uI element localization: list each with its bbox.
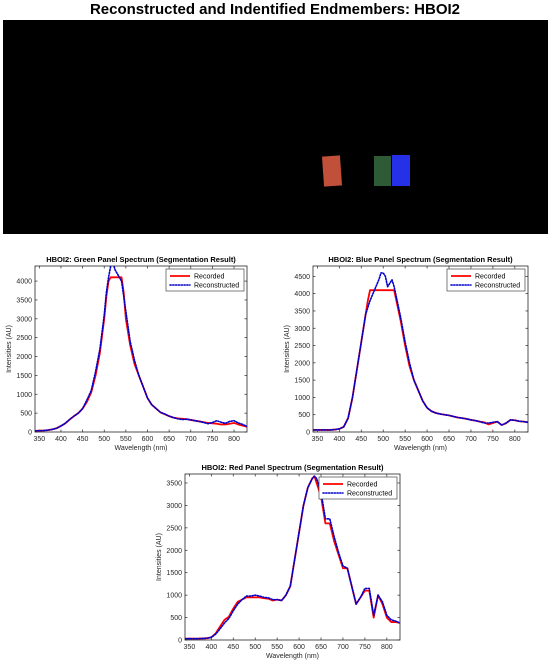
blue-chart-x-tick-label: 800: [509, 436, 521, 443]
blue-chart-y-tick-label: 1000: [294, 395, 310, 402]
blue-chart-y-tick-label: 3500: [294, 308, 310, 315]
green-chart-x-tick-label: 400: [55, 436, 67, 443]
blue-chart-x-tick-label: 600: [421, 436, 433, 443]
blue-chart-x-tick-label: 650: [443, 436, 455, 443]
red-chart-x-tick-label: 500: [249, 644, 261, 651]
red-chart-x-tick-label: 450: [227, 644, 239, 651]
green-chart-x-tick-label: 650: [163, 436, 175, 443]
blue-chart-y-tick-label: 2500: [294, 343, 310, 350]
blue-chart-y-axis-label: Intensities (AU): [284, 325, 291, 373]
red-chart-plot-area: [184, 473, 401, 641]
blue-chart-y-tick-label: 1500: [294, 378, 310, 385]
blue-chart-x-tick-label: 400: [333, 436, 345, 443]
red-chart-y-tick-label: 2500: [166, 525, 182, 532]
blue-chart-legend-label-reconstructed: Reconstructed: [475, 283, 520, 290]
blue-chart-series-reconstructed-line: [313, 272, 528, 431]
red-chart-x-tick-label: 800: [381, 644, 393, 651]
blue-panel-spectrum-chart: HBOI2: Blue Panel Spectrum (Segmentation…: [284, 255, 529, 452]
blue-chart-x-tick-label: 500: [377, 436, 389, 443]
green-chart-legend-label-reconstructed: Reconstructed: [194, 283, 239, 290]
blue-chart-y-tick-label: 0: [306, 430, 310, 437]
red-chart-y-tick-label: 500: [170, 615, 182, 622]
green-chart-x-axis-label: Wavelength (nm): [114, 445, 167, 452]
green-chart-title: HBOI2: Green Panel Spectrum (Segmentatio…: [46, 255, 236, 264]
blue-chart-title: HBOI2: Blue Panel Spectrum (Segmentation…: [328, 255, 513, 264]
red-chart-x-axis-label: Wavelength (nm): [266, 653, 319, 660]
red-chart-y-tick-label: 0: [178, 638, 182, 645]
red-chart-series-reconstructed-line: [185, 475, 400, 640]
green-chart-y-tick-label: 1500: [16, 373, 32, 380]
blue-chart-x-tick-label: 750: [487, 436, 499, 443]
blue-chart-x-tick-label: 550: [399, 436, 411, 443]
green-chart-x-tick-label: 550: [120, 436, 132, 443]
red-chart-x-tick-label: 600: [293, 644, 305, 651]
blue-chart-y-tick-label: 4500: [294, 274, 310, 281]
red-panel-swatch: [321, 155, 343, 187]
red-chart-y-tick-label: 1500: [166, 570, 182, 577]
green-chart-legend-label-recorded: Recorded: [194, 274, 224, 281]
red-panel-spectrum-chart: HBOI2: Red Panel Spectrum (Segmentation …: [156, 463, 401, 660]
green-chart-x-tick-label: 500: [98, 436, 110, 443]
green-chart-plot-area: [34, 265, 248, 433]
green-chart-y-tick-label: 3000: [16, 316, 32, 323]
green-chart-y-axis-label: Intensities (AU): [6, 325, 13, 373]
green-chart-y-tick-label: 0: [28, 430, 32, 437]
blue-chart-y-tick-label: 3000: [294, 326, 310, 333]
figure-title: Reconstructed and Indentified Endmembers…: [89, 1, 461, 18]
blue-chart-x-tick-label: 450: [355, 436, 367, 443]
blue-chart-x-axis-label: Wavelength (nm): [394, 445, 447, 452]
red-chart-x-tick-label: 650: [315, 644, 327, 651]
red-chart-y-axis-label: Intensities (AU): [156, 533, 163, 581]
blue-chart-y-tick-label: 4000: [294, 291, 310, 298]
blue-chart-y-tick-label: 2000: [294, 360, 310, 367]
green-chart-y-tick-label: 2500: [16, 335, 32, 342]
red-chart-legend-label-recorded: Recorded: [347, 482, 377, 489]
green-chart-y-tick-label: 2000: [16, 354, 32, 361]
green-chart-x-tick-label: 700: [185, 436, 197, 443]
green-panel-spectrum-chart: HBOI2: Green Panel Spectrum (Segmentatio…: [6, 255, 248, 452]
green-chart-x-tick-label: 600: [142, 436, 154, 443]
green-chart-x-tick-label: 800: [228, 436, 240, 443]
green-chart-y-tick-label: 3500: [16, 297, 32, 304]
red-chart-x-tick-label: 400: [205, 644, 217, 651]
blue-chart-plot-area: [312, 265, 529, 433]
blue-panel-swatch: [392, 155, 410, 186]
green-chart-y-tick-label: 1000: [16, 392, 32, 399]
green-panel-swatch: [374, 156, 391, 186]
red-chart-x-tick-label: 700: [337, 644, 349, 651]
blue-chart-legend-label-recorded: Recorded: [475, 274, 505, 281]
red-chart-y-tick-label: 2000: [166, 548, 182, 555]
green-chart-x-tick-label: 350: [33, 436, 45, 443]
red-chart-title: HBOI2: Red Panel Spectrum (Segmentation …: [201, 463, 384, 472]
blue-chart-y-tick-label: 500: [298, 412, 310, 419]
green-chart-series-reconstructed-line: [35, 266, 247, 432]
green-chart-y-tick-label: 4000: [16, 279, 32, 286]
red-chart-x-tick-label: 350: [184, 644, 196, 651]
blue-chart-x-tick-label: 350: [312, 436, 324, 443]
segmentation-scene: [3, 20, 548, 234]
blue-chart-x-tick-label: 700: [465, 436, 477, 443]
red-chart-x-tick-label: 750: [359, 644, 371, 651]
green-chart-y-tick-label: 500: [20, 411, 32, 418]
red-chart-x-tick-label: 550: [271, 644, 283, 651]
red-chart-y-tick-label: 1000: [166, 593, 182, 600]
red-chart-y-tick-label: 3000: [166, 503, 182, 510]
red-chart-legend-label-reconstructed: Reconstructed: [347, 491, 392, 498]
red-chart-y-tick-label: 3500: [166, 480, 182, 487]
green-chart-x-tick-label: 750: [207, 436, 219, 443]
green-chart-x-tick-label: 450: [77, 436, 89, 443]
